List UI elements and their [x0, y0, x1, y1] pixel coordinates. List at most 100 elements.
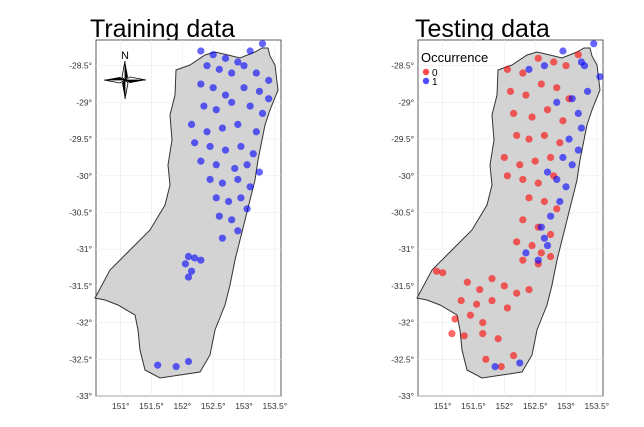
occurrence-point [577, 124, 586, 132]
occurrence-point [574, 109, 582, 118]
y-tick-label: -29° [76, 97, 92, 107]
occurrence-point [203, 62, 211, 70]
occurrence-point [472, 300, 481, 308]
occurrence-point [439, 269, 447, 277]
occurrence-point [209, 51, 217, 59]
occurrence-point [191, 139, 199, 147]
occurrence-point [519, 175, 527, 184]
x-tick-label: 153.5° [584, 401, 609, 411]
y-tick-label: -33° [398, 391, 414, 401]
occurrence-point [574, 51, 582, 59]
occurrence-point [218, 124, 227, 132]
training-points [154, 40, 273, 371]
occurrence-point [218, 234, 227, 242]
x-tick-label: 151.5° [461, 401, 486, 411]
y-tick-label: -31.5° [391, 281, 414, 291]
occurrence-point [574, 146, 582, 154]
occurrence-point [457, 296, 465, 305]
occurrence-point [525, 194, 533, 202]
occurrence-point [249, 150, 257, 158]
x-tick-label: 151° [434, 401, 452, 411]
x-tick-label: 151° [112, 401, 130, 411]
occurrence-point [565, 135, 573, 143]
y-tick-label: -29° [398, 97, 414, 107]
occurrence-point [503, 304, 512, 312]
occurrence-point [503, 65, 512, 73]
occurrence-point [234, 175, 242, 184]
occurrence-point [265, 95, 273, 103]
occurrence-point [154, 361, 162, 369]
occurrence-point [513, 131, 521, 140]
training-y-ticks: -28.5° -29° -29.5° -30° -30.5° -31° -31.5° -32°… [69, 61, 92, 401]
occurrence-point [562, 62, 570, 70]
y-tick-label: -32° [76, 318, 92, 328]
occurrence-point [556, 139, 564, 147]
occurrence-point [209, 84, 217, 92]
legend-swatch-1 [422, 77, 430, 85]
occurrence-point [451, 315, 459, 323]
occurrence-point [513, 289, 521, 297]
occurrence-point [559, 47, 567, 55]
occurrence-point [546, 153, 555, 162]
occurrence-point [488, 296, 496, 305]
north-arrow: N [103, 50, 147, 100]
occurrence-point [184, 252, 193, 261]
occurrence-point [562, 183, 570, 191]
occurrence-point [237, 142, 245, 151]
occurrence-point [224, 197, 233, 206]
occurrence-point [497, 363, 505, 371]
occurrence-point [540, 234, 549, 242]
occurrence-point [231, 164, 239, 173]
testing-y-ticks: -28.5° -29° -29.5° -30° -30.5° -31° -31.5° -32°… [391, 61, 414, 401]
occurrence-point [525, 285, 533, 294]
testing-region [416, 47, 601, 379]
occurrence-point [553, 98, 561, 106]
occurrence-point [522, 249, 530, 257]
y-tick-label: -33° [76, 391, 92, 401]
y-tick-label: -31° [76, 244, 92, 254]
occurrence-point [540, 197, 549, 206]
occurrence-point [265, 76, 273, 84]
occurrence-point [531, 157, 539, 165]
y-tick-label: -30° [398, 171, 414, 181]
occurrence-point [187, 120, 196, 129]
occurrence-point [553, 205, 561, 213]
occurrence-point [240, 62, 248, 70]
legend-label-1: 1 [432, 77, 438, 88]
y-tick-label: -28.5° [391, 61, 414, 71]
occurrence-point [206, 142, 214, 151]
occurrence-point [215, 65, 223, 73]
occurrence-point [479, 330, 487, 338]
legend-label-0: 0 [432, 68, 438, 79]
y-tick-label: -31.5° [69, 281, 92, 291]
occurrence-point [546, 212, 555, 220]
y-tick-label: -32° [398, 318, 414, 328]
occurrence-point [463, 278, 471, 286]
occurrence-point [448, 330, 456, 338]
occurrence-point [500, 153, 508, 162]
occurrence-point [228, 98, 236, 106]
occurrence-point [243, 161, 251, 169]
occurrence-point [215, 212, 223, 220]
occurrence-point [500, 282, 508, 290]
legend: Occurrence 0 1 [421, 50, 488, 88]
occurrence-point [537, 249, 545, 257]
occurrence-point [466, 311, 475, 319]
occurrence-point [519, 256, 527, 264]
occurrence-point [568, 161, 576, 169]
y-tick-label: -32.5° [69, 354, 92, 364]
occurrence-point [228, 69, 236, 77]
occurrence-point [234, 227, 242, 235]
occurrence-point [537, 223, 545, 231]
occurrence-point [246, 47, 254, 55]
occurrence-point [516, 161, 524, 169]
occurrence-point [543, 168, 552, 176]
legend-swatch-0 [422, 68, 430, 76]
occurrence-point [580, 62, 589, 70]
occurrence-point [432, 267, 441, 275]
occurrence-point [255, 87, 264, 95]
occurrence-point [546, 252, 555, 261]
occurrence-point [543, 241, 552, 250]
occurrence-point [528, 113, 536, 121]
